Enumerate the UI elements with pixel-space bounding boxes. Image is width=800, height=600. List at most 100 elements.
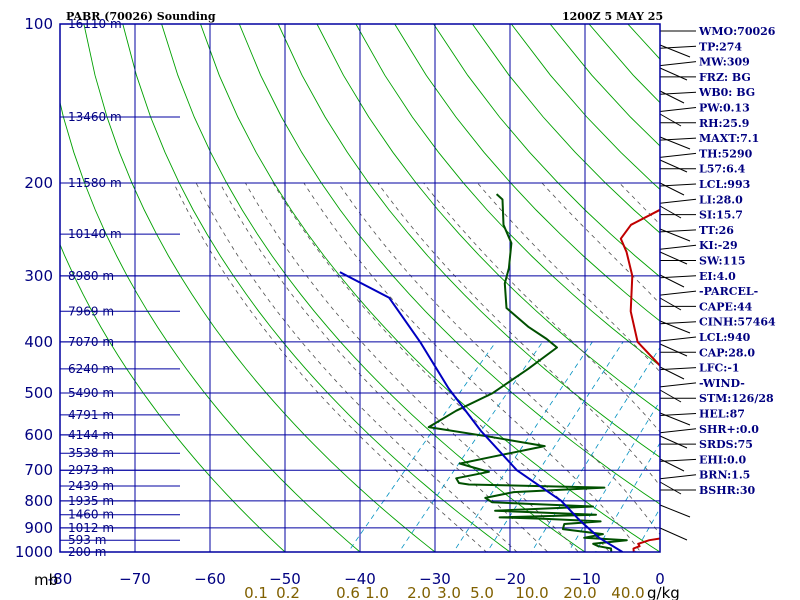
- index-label: STM:126/28: [699, 392, 774, 405]
- temperature-tick-label: −20: [494, 570, 526, 588]
- moist-adiabat-line: [245, 182, 580, 552]
- plot-frame: [59, 23, 661, 553]
- mixing-ratio-label: 40.0: [611, 584, 644, 600]
- index-pointer-line: [659, 458, 697, 462]
- dry-adiabat-line: [60, 100, 361, 552]
- moist-adiabat-line: [337, 182, 660, 536]
- dry-adiabat-line: [122, 24, 511, 552]
- index-label: L57:6.4: [699, 163, 746, 176]
- mixing-ratio-line: [347, 341, 497, 552]
- wind-barb: [659, 228, 691, 242]
- temperature-tick-label: 0: [655, 570, 665, 588]
- wind-barb: [659, 90, 685, 104]
- mixing-ratio-label: 20.0: [563, 584, 596, 600]
- mixing-ratio-line: [486, 341, 624, 552]
- index-label: TP:274: [699, 40, 742, 53]
- mixing-ratio-label: 3.0: [437, 584, 461, 600]
- index-label: HEL:87: [699, 408, 745, 421]
- height-label: 5490 m: [68, 386, 114, 400]
- height-label: 4791 m: [68, 408, 114, 422]
- background-lines: [60, 24, 800, 563]
- index-label: WB0: BG: [698, 86, 755, 99]
- moist-adiabat-line: [173, 182, 488, 552]
- index-label: TT:26: [699, 224, 734, 237]
- dry-adiabat-line: [60, 243, 286, 552]
- index-label: WMO:70026: [698, 25, 776, 38]
- height-label: 11580 m: [68, 176, 122, 190]
- mixing-ratio-label: 2.0: [407, 584, 431, 600]
- index-label: CAP:28.0: [699, 346, 755, 359]
- temperature-tick-label: −40: [344, 570, 376, 588]
- index-label: RH:25.9: [699, 117, 749, 130]
- wind-barb: [659, 320, 691, 334]
- axis-labels: 100 200 300 400 500 600 700 800 900 1000 16110 m 13…: [15, 15, 776, 600]
- moist-adiabat-line: [377, 182, 660, 487]
- index-label: MW:309: [699, 56, 750, 69]
- moist-adiabat-line: [219, 182, 549, 552]
- pressure-tick-label: 300: [24, 267, 53, 285]
- pressure-tick-label: 100: [24, 15, 53, 33]
- dry-adiabat-line: [161, 24, 586, 552]
- series-parcel-line: [339, 271, 624, 552]
- index-pointer-line: [659, 45, 697, 49]
- dry-adiabat-line: [83, 24, 436, 552]
- height-label: 3538 m: [68, 446, 114, 460]
- pressure-tick-label: 1000: [15, 543, 53, 561]
- height-label: 8980 m: [68, 269, 114, 283]
- wind-barb: [659, 435, 688, 449]
- height-label: 16110 m: [68, 17, 122, 31]
- mixing-unit-label: g/kg: [647, 584, 680, 600]
- height-label: 7969 m: [68, 304, 114, 318]
- wind-barbs: [659, 24, 697, 552]
- wind-barb: [659, 251, 688, 265]
- wind-barb: [659, 67, 688, 81]
- wind-barb: [659, 113, 682, 127]
- pressure-tick-label: 800: [24, 492, 53, 510]
- index-label: LFC:-1: [699, 362, 740, 375]
- wind-barb: [659, 159, 688, 173]
- moist-adiabat-line: [195, 182, 518, 552]
- mixing-ratio-line: [779, 342, 800, 563]
- mixing-ratio-label: 5.0: [470, 584, 494, 600]
- dry-adiabat-line: [200, 24, 660, 552]
- temperature-tick-label: −70: [119, 570, 151, 588]
- mixing-ratio-label: 0.1: [244, 584, 268, 600]
- dry-adiabat-line: [355, 24, 660, 367]
- wind-barb: [659, 504, 691, 518]
- wind-barb: [659, 182, 685, 196]
- temperature-tick-label: −50: [269, 570, 301, 588]
- wind-barb: [659, 481, 682, 495]
- height-label: 1460 m: [68, 508, 114, 522]
- index-label: PW:0.13: [699, 102, 750, 115]
- index-label: FRZ: BG: [699, 71, 751, 84]
- mixing-ratio-line: [634, 507, 660, 552]
- index-pointer-line: [659, 244, 697, 250]
- dry-adiabat-line: [433, 24, 660, 278]
- moist-adiabat-line: [477, 182, 660, 373]
- index-label: -WIND-: [699, 377, 745, 390]
- height-label: 13460 m: [68, 110, 122, 124]
- series-dewpoint-line: [427, 193, 628, 552]
- moist-adiabat-line: [272, 182, 611, 552]
- index-pointer-line: [659, 290, 697, 296]
- mixing-ratio-line: [453, 341, 593, 552]
- wind-barb: [659, 343, 688, 357]
- height-label: 1935 m: [68, 494, 114, 508]
- index-label: TH:5290: [699, 147, 753, 160]
- dry-adiabat-line: [394, 24, 660, 322]
- wind-barb: [659, 389, 682, 403]
- pressure-tick-label: 500: [24, 384, 53, 402]
- chart-title: PABR (70026) Sounding: [66, 10, 216, 23]
- index-label: KI:-29: [699, 239, 738, 252]
- temperature-tick-label: -80: [48, 570, 73, 588]
- mixing-ratio-label: 0.2: [276, 584, 300, 600]
- index-label: LI:28.0: [699, 193, 743, 206]
- height-label: 593 m: [68, 533, 106, 547]
- pressure-tick-label: 400: [24, 333, 53, 351]
- index-pointer-line: [659, 107, 697, 112]
- index-label: -PARCEL-: [699, 285, 758, 298]
- index-pointer-line: [659, 367, 697, 371]
- wind-barb: [659, 136, 691, 150]
- height-label: 1012 m: [68, 521, 114, 535]
- index-label: EHI:0.0: [699, 453, 746, 466]
